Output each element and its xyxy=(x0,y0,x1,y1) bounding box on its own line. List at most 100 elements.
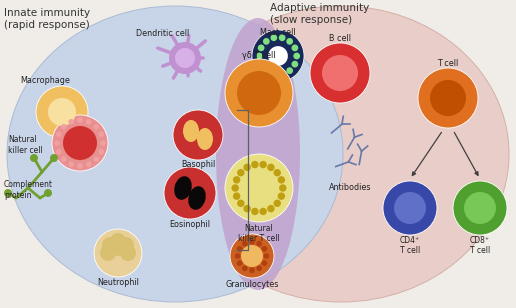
Circle shape xyxy=(61,124,67,130)
Circle shape xyxy=(237,71,281,115)
Circle shape xyxy=(118,237,134,253)
Ellipse shape xyxy=(216,18,300,290)
Circle shape xyxy=(120,245,136,261)
Circle shape xyxy=(258,44,265,51)
Ellipse shape xyxy=(197,128,213,150)
Circle shape xyxy=(232,184,239,192)
Circle shape xyxy=(93,156,99,162)
Circle shape xyxy=(63,126,97,160)
Circle shape xyxy=(233,192,240,200)
Circle shape xyxy=(110,233,126,249)
Circle shape xyxy=(286,38,293,45)
Text: Basophil: Basophil xyxy=(181,160,215,169)
Text: Eosinophil: Eosinophil xyxy=(169,220,211,229)
Circle shape xyxy=(237,260,243,266)
Circle shape xyxy=(273,169,281,176)
Circle shape xyxy=(235,253,240,259)
Circle shape xyxy=(263,38,270,45)
Circle shape xyxy=(273,200,281,207)
Circle shape xyxy=(322,55,358,91)
Circle shape xyxy=(310,43,370,103)
Circle shape xyxy=(256,265,262,271)
Circle shape xyxy=(263,67,270,74)
Text: Neutrophil: Neutrophil xyxy=(97,278,139,287)
Circle shape xyxy=(173,110,223,160)
Circle shape xyxy=(94,229,142,277)
Circle shape xyxy=(249,267,255,273)
Circle shape xyxy=(292,44,298,51)
Circle shape xyxy=(244,164,251,171)
Circle shape xyxy=(249,239,255,245)
Circle shape xyxy=(268,46,288,66)
Circle shape xyxy=(233,176,240,184)
Circle shape xyxy=(56,149,61,155)
Text: Dendritic cell: Dendritic cell xyxy=(136,29,189,38)
Circle shape xyxy=(241,245,263,267)
Text: Granulocytes: Granulocytes xyxy=(225,280,279,289)
Circle shape xyxy=(278,176,285,184)
Circle shape xyxy=(36,86,88,138)
Circle shape xyxy=(77,117,83,123)
Circle shape xyxy=(225,59,293,127)
Text: Natural
killer cell: Natural killer cell xyxy=(8,135,43,155)
Ellipse shape xyxy=(173,6,509,302)
Text: T cell: T cell xyxy=(438,59,459,68)
Circle shape xyxy=(252,30,304,82)
Text: Macrophage: Macrophage xyxy=(20,76,70,85)
Circle shape xyxy=(77,163,83,169)
Circle shape xyxy=(260,208,267,215)
Circle shape xyxy=(93,124,99,130)
Circle shape xyxy=(86,119,91,125)
Text: Natural
killer T cell: Natural killer T cell xyxy=(238,224,280,243)
Circle shape xyxy=(56,132,61,137)
Text: B cell: B cell xyxy=(329,34,351,43)
Circle shape xyxy=(292,61,298,67)
Circle shape xyxy=(279,34,285,41)
Circle shape xyxy=(169,42,201,74)
Text: Adaptive immunity
(slow response): Adaptive immunity (slow response) xyxy=(270,3,369,25)
Circle shape xyxy=(251,208,259,215)
Circle shape xyxy=(267,205,275,212)
Text: γδ T cell: γδ T cell xyxy=(242,51,276,60)
Circle shape xyxy=(30,154,38,162)
Ellipse shape xyxy=(174,176,192,200)
Circle shape xyxy=(237,246,243,252)
Text: Innate immunity
(rapid response): Innate immunity (rapid response) xyxy=(4,8,90,30)
Circle shape xyxy=(260,161,267,168)
Circle shape xyxy=(293,53,300,59)
Circle shape xyxy=(464,192,496,224)
Circle shape xyxy=(278,192,285,200)
Circle shape xyxy=(50,154,58,162)
Circle shape xyxy=(258,61,265,67)
Circle shape xyxy=(99,132,104,137)
Circle shape xyxy=(279,184,286,192)
Circle shape xyxy=(237,200,245,207)
Text: CD4⁺
T cell: CD4⁺ T cell xyxy=(400,236,420,255)
Circle shape xyxy=(225,154,293,222)
Circle shape xyxy=(453,181,507,235)
Circle shape xyxy=(52,115,108,171)
Circle shape xyxy=(44,189,52,197)
Ellipse shape xyxy=(183,120,199,142)
Circle shape xyxy=(383,181,437,235)
Circle shape xyxy=(99,149,104,155)
Circle shape xyxy=(251,161,259,168)
Circle shape xyxy=(270,71,277,78)
Circle shape xyxy=(394,192,426,224)
Circle shape xyxy=(242,241,248,246)
Circle shape xyxy=(286,67,293,74)
Circle shape xyxy=(69,161,74,167)
Circle shape xyxy=(267,164,275,171)
Circle shape xyxy=(256,241,262,246)
Circle shape xyxy=(279,71,285,78)
Circle shape xyxy=(69,119,74,125)
Circle shape xyxy=(256,53,263,59)
Circle shape xyxy=(270,34,277,41)
Circle shape xyxy=(61,156,67,162)
Circle shape xyxy=(48,98,76,126)
Circle shape xyxy=(418,68,478,128)
Circle shape xyxy=(244,205,251,212)
Circle shape xyxy=(262,246,267,252)
Circle shape xyxy=(230,234,274,278)
Circle shape xyxy=(100,245,116,261)
